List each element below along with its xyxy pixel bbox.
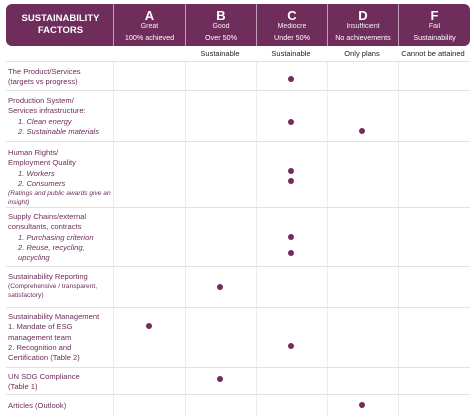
row-note: (Comprehensive / transparent, satisfacto… — [8, 283, 98, 300]
row-supply-chains: Supply Chains/external consultants, cont… — [8, 212, 112, 263]
rating-dot — [288, 76, 294, 82]
row-title: Human Rights/ — [8, 148, 59, 157]
grade-desc: Good — [212, 23, 230, 30]
row-item: 1. Mandate of ESG — [8, 322, 73, 332]
grade-letter: B — [216, 8, 226, 23]
row-divider — [6, 367, 470, 368]
grade-letter: F — [430, 8, 439, 23]
rating-dot — [288, 119, 294, 125]
column-divider — [398, 61, 399, 416]
row-note: (Ratings and public awards give an insig… — [8, 190, 111, 207]
header-factors: SUSTAINABILITY FACTORS — [6, 4, 113, 46]
grade-desc: Insufficient — [346, 23, 380, 30]
header-col-d: D Insufficient No achievements — [327, 4, 398, 46]
grade-desc: Mediocre — [277, 23, 307, 30]
row-title: The Product/Services — [8, 67, 81, 76]
row-articles: Articles (Outlook) — [8, 401, 112, 411]
subheader-d: Only plans — [344, 49, 380, 58]
rating-dot — [146, 323, 152, 329]
row-sustainability-reporting: Sustainability Reporting (Comprehensive … — [8, 272, 112, 300]
header-col-b: B Good Over 50% — [185, 4, 256, 46]
grade-letter: A — [144, 8, 155, 23]
grade-sub: Under 50% — [274, 33, 310, 42]
row-item: 2. Consumers — [18, 178, 66, 188]
row-divider — [6, 90, 470, 91]
grade-letter: D — [358, 8, 368, 23]
subheader-row: Sustainable Sustainable Only plans Canno… — [0, 49, 474, 61]
row-title: Supply Chains/external — [8, 212, 87, 221]
grade-desc: Great — [140, 23, 159, 30]
row-item: 2. Sustainable materials — [18, 126, 100, 136]
row-item: management team — [8, 332, 72, 342]
row-divider — [6, 394, 470, 395]
ratings-table — [6, 61, 470, 416]
row-title: Sustainability Management — [8, 312, 100, 321]
table-header: SUSTAINABILITY FACTORS A Great 100% achi… — [6, 4, 470, 46]
row-title: Articles (Outlook) — [8, 401, 67, 410]
rating-dot — [288, 343, 294, 349]
header-col-a: A Great 100% achieved — [113, 4, 185, 46]
subheader-b: Sustainable — [200, 49, 240, 58]
row-title: consultants, contracts — [8, 222, 82, 232]
row-item: 1. Workers — [18, 168, 55, 178]
header-col-f: F Fail Sustainability — [398, 4, 470, 46]
rating-dot — [217, 376, 223, 382]
rating-dot — [359, 402, 365, 408]
row-subtitle: (Table 1) — [8, 382, 38, 392]
row-item: 2. Reuse, recycling, — [18, 242, 85, 252]
grade-sub: Sustainability — [413, 33, 456, 42]
grade-sub: No achievements — [335, 33, 391, 42]
column-divider — [185, 61, 186, 416]
rating-dot — [288, 250, 294, 256]
grade-letter: C — [287, 8, 297, 23]
row-un-sdg: UN SDG Compliance (Table 1) — [8, 372, 112, 393]
subheader-f: Cannot be attained — [401, 49, 465, 58]
rating-dot — [288, 168, 294, 174]
grade-desc: Fail — [428, 23, 441, 30]
row-title: Employment Quality — [8, 158, 76, 168]
column-divider — [113, 61, 114, 416]
row-item: 1. Clean energy — [18, 116, 72, 126]
subheader-c: Sustainable — [271, 49, 311, 58]
column-divider — [327, 61, 328, 416]
row-item: upcycling — [18, 253, 50, 263]
rating-dot — [288, 178, 294, 184]
header-factors-line1: SUSTAINABILITY — [21, 13, 100, 24]
row-divider — [6, 61, 470, 62]
row-product-services: The Product/Services (targets vs progres… — [8, 67, 112, 88]
rating-dot — [288, 234, 294, 240]
row-subtitle: (targets vs progress) — [8, 77, 78, 87]
rating-dot — [217, 284, 223, 290]
row-human-rights: Human Rights/ Employment Quality 1. Work… — [8, 148, 112, 207]
row-production-system: Production System/ Services infrastructu… — [8, 96, 112, 137]
row-divider — [6, 207, 470, 208]
header-col-c: C Mediocre Under 50% — [256, 4, 327, 46]
row-title: UN SDG Compliance — [8, 372, 80, 381]
rating-dot — [359, 128, 365, 134]
row-divider — [6, 307, 470, 308]
row-item: 2. Recognition and — [8, 342, 72, 352]
row-item: 1. Purchasing criterion — [18, 232, 94, 242]
row-title: Services infrastructure: — [8, 106, 86, 116]
row-item: Certification (Table 2) — [8, 353, 80, 363]
grade-sub: Over 50% — [205, 33, 237, 42]
row-divider — [6, 266, 470, 267]
column-divider — [256, 61, 257, 416]
row-sustainability-management: Sustainability Management 1. Mandate of … — [8, 312, 112, 363]
grade-sub: 100% achieved — [124, 33, 175, 42]
header-factors-line2: FACTORS — [37, 25, 84, 36]
row-divider — [6, 141, 470, 142]
row-title: Production System/ — [8, 96, 74, 105]
row-title: Sustainability Reporting — [8, 272, 88, 281]
